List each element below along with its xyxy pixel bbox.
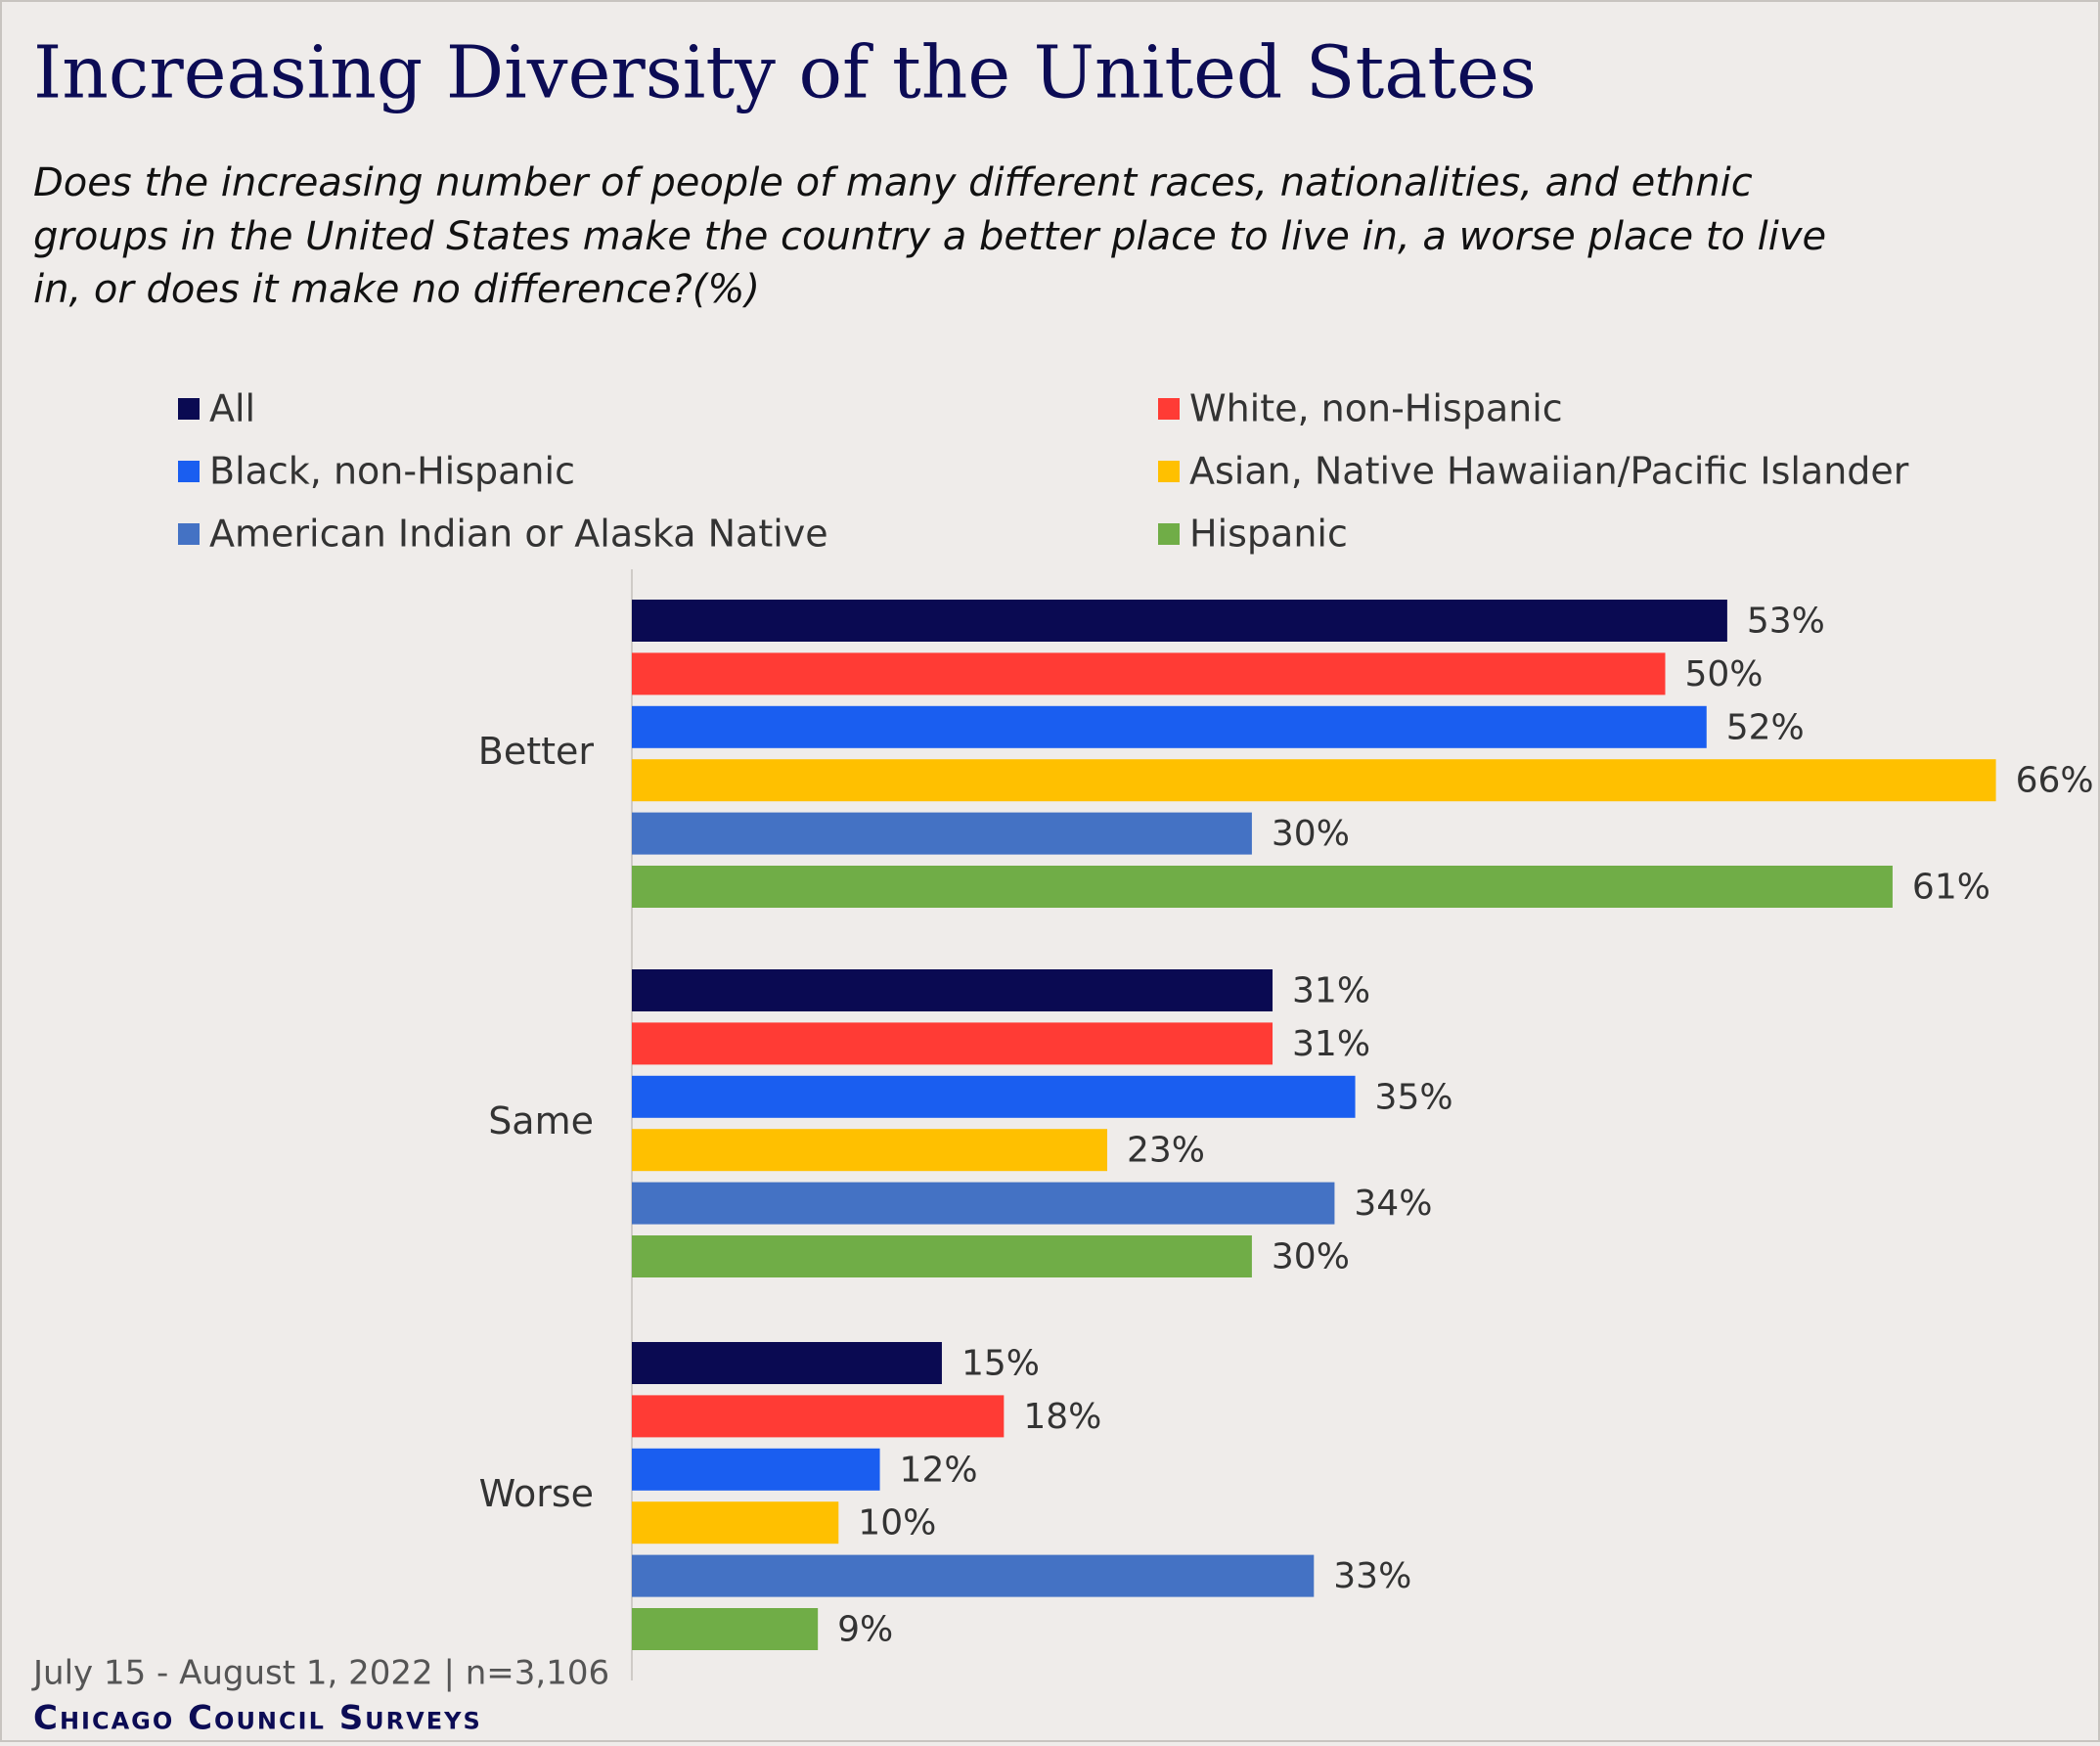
bar	[632, 1554, 1315, 1597]
subtitle: groups in the United States make the cou…	[33, 214, 1826, 259]
value-label: 35%	[1375, 1077, 1453, 1117]
legend-label: American Indian or Alaska Native	[209, 513, 828, 556]
value-label: 18%	[1023, 1397, 1101, 1437]
value-label: 31%	[1292, 971, 1370, 1011]
bar	[632, 812, 1252, 855]
legend-swatch	[1158, 461, 1180, 482]
bar	[632, 705, 1707, 748]
bar	[632, 652, 1666, 695]
bar	[632, 969, 1273, 1011]
category-label: Same	[488, 1099, 594, 1142]
subtitle: in, or does it make no difference?(%)	[33, 267, 760, 312]
subtitle: Does the increasing number of people of …	[33, 160, 1753, 205]
note: July 15 - August 1, 2022 | n=3,106	[31, 1654, 609, 1693]
category-label: Better	[478, 730, 595, 773]
value-label: 66%	[2016, 761, 2094, 801]
bar	[632, 1608, 819, 1650]
bar	[632, 1501, 839, 1545]
bar	[632, 1182, 1335, 1225]
value-label: 23%	[1127, 1131, 1205, 1171]
legend-label: White, non-Hispanic	[1189, 387, 1563, 430]
legend-label: Black, non-Hispanic	[209, 450, 575, 493]
legend-swatch	[178, 398, 200, 420]
value-label: 30%	[1272, 814, 1350, 854]
bar	[632, 759, 1996, 802]
bar	[632, 1395, 1005, 1438]
legend-label: Hispanic	[1189, 513, 1348, 556]
value-label: 9%	[837, 1610, 893, 1650]
value-label: 33%	[1333, 1556, 1411, 1596]
value-label: 50%	[1685, 654, 1764, 694]
legend-label: All	[209, 387, 255, 430]
legend-swatch	[178, 523, 200, 545]
value-label: 15%	[961, 1344, 1040, 1384]
value-label: 52%	[1726, 707, 1805, 747]
source: Chicago Council Surveys	[33, 1699, 482, 1738]
bar	[632, 866, 1893, 908]
legend-swatch	[178, 461, 200, 482]
bar	[632, 1075, 1356, 1118]
value-label: 12%	[900, 1450, 978, 1490]
bar	[632, 1448, 880, 1491]
value-label: 31%	[1292, 1024, 1370, 1064]
value-label: 30%	[1272, 1237, 1350, 1277]
legend-label: Asian, Native Hawaiian/Pacific Islander	[1189, 450, 1909, 493]
value-label: 10%	[858, 1503, 936, 1544]
bar	[632, 1235, 1252, 1277]
value-label: 61%	[1912, 868, 1990, 908]
bar	[632, 600, 1727, 642]
value-label: 53%	[1747, 602, 1825, 642]
legend-swatch	[1158, 523, 1180, 545]
category-label: Worse	[479, 1472, 594, 1515]
bar	[632, 1022, 1273, 1065]
chart-title: Increasing Diversity of the United State…	[33, 30, 1537, 114]
legend-swatch	[1158, 398, 1180, 420]
bar	[632, 1342, 942, 1384]
bar	[632, 1129, 1107, 1172]
value-label: 34%	[1354, 1184, 1432, 1224]
